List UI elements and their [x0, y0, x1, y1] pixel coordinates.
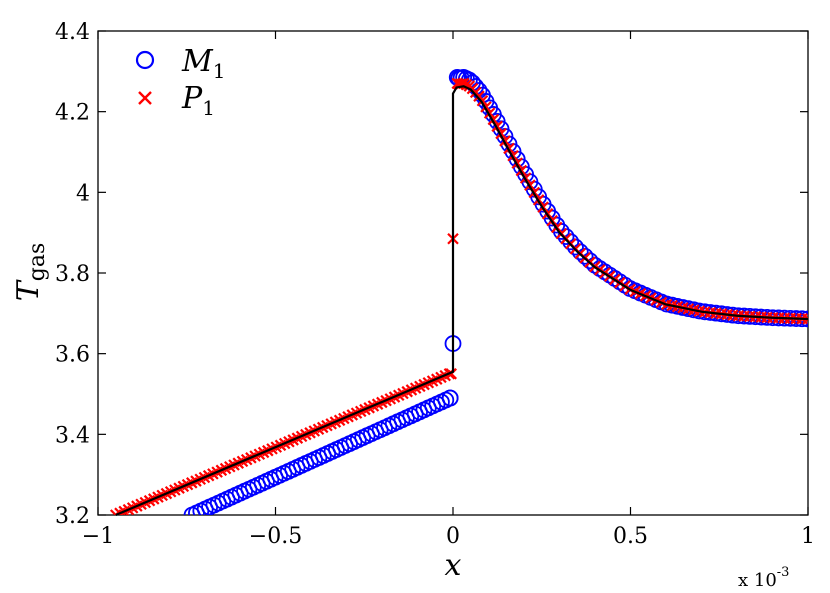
legend-marker-p1: [138, 91, 152, 105]
y-tick-label: 3.8: [55, 262, 90, 287]
x-tick-label: 0.5: [613, 524, 648, 549]
legend: M1 P1: [135, 44, 225, 120]
axis-ticks: [97, 30, 809, 516]
data-point-m1: [441, 389, 459, 407]
plot-content: [109, 68, 809, 517]
legend-label-p1: P1: [181, 81, 215, 120]
y-tick-label: 3.2: [55, 504, 90, 529]
y-tick-label: 3.4: [55, 423, 90, 448]
legend-label-m1: M1: [181, 44, 225, 83]
y-tick-label: 4.4: [55, 20, 90, 45]
y-axis-label: Tgas: [11, 243, 50, 302]
x-axis-multiplier: x 10-3: [738, 565, 789, 591]
legend-marker-m1: [135, 50, 155, 70]
x-tick-label: 1: [801, 524, 815, 549]
x-tick-label: −0.5: [249, 524, 302, 549]
y-tick-label: 3.6: [55, 343, 90, 368]
x-tick-label: −1: [82, 524, 114, 549]
axis-tick-labels: −1 −0.5 0 0.5 1 3.2 3.4 3.6 3.8 4 4.2 4.4: [55, 20, 815, 549]
y-tick-label: 4.2: [55, 101, 90, 126]
data-point-p1: [445, 368, 458, 380]
x-axis-label: x: [445, 548, 462, 583]
x-tick-label: 0: [446, 524, 460, 549]
reference-curve: [115, 85, 809, 517]
data-point-p1: [802, 313, 808, 325]
y-tick-label: 4: [76, 181, 90, 206]
